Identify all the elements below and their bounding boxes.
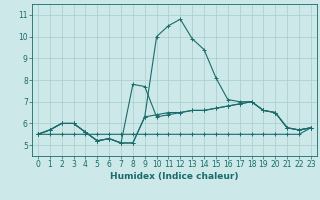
X-axis label: Humidex (Indice chaleur): Humidex (Indice chaleur) [110,172,239,181]
